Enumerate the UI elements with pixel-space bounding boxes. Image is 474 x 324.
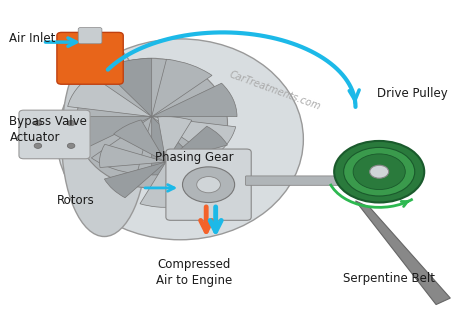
FancyBboxPatch shape bbox=[246, 176, 361, 185]
FancyBboxPatch shape bbox=[166, 149, 251, 220]
Text: Bypass Valve
Actuator: Bypass Valve Actuator bbox=[9, 115, 87, 144]
Wedge shape bbox=[152, 117, 201, 175]
Ellipse shape bbox=[57, 39, 303, 240]
Ellipse shape bbox=[62, 42, 147, 237]
Circle shape bbox=[34, 121, 42, 126]
Ellipse shape bbox=[81, 32, 100, 39]
Circle shape bbox=[182, 167, 235, 202]
Text: Compressed
Air to Engine: Compressed Air to Engine bbox=[156, 258, 232, 287]
Wedge shape bbox=[166, 126, 228, 162]
Circle shape bbox=[67, 143, 75, 148]
Wedge shape bbox=[158, 117, 192, 162]
Text: Phasing Gear: Phasing Gear bbox=[155, 151, 234, 164]
Wedge shape bbox=[152, 117, 236, 158]
Circle shape bbox=[334, 141, 424, 202]
Wedge shape bbox=[152, 59, 212, 117]
FancyBboxPatch shape bbox=[57, 32, 123, 84]
Text: CarTreatments.com: CarTreatments.com bbox=[228, 70, 322, 112]
Wedge shape bbox=[66, 117, 152, 150]
Circle shape bbox=[67, 121, 75, 126]
Circle shape bbox=[370, 165, 389, 178]
Text: Air Inlet: Air Inlet bbox=[9, 32, 56, 45]
Wedge shape bbox=[140, 162, 174, 207]
Polygon shape bbox=[356, 201, 450, 305]
Text: Drive Pulley: Drive Pulley bbox=[377, 87, 448, 100]
Wedge shape bbox=[166, 156, 232, 180]
Wedge shape bbox=[100, 144, 166, 168]
Wedge shape bbox=[152, 83, 237, 117]
Text: Serpentine Belt: Serpentine Belt bbox=[343, 272, 435, 285]
Wedge shape bbox=[68, 75, 152, 117]
Wedge shape bbox=[103, 58, 152, 117]
FancyBboxPatch shape bbox=[78, 28, 102, 44]
Wedge shape bbox=[104, 162, 166, 198]
Wedge shape bbox=[91, 117, 152, 174]
Circle shape bbox=[197, 177, 220, 193]
FancyBboxPatch shape bbox=[19, 110, 90, 159]
Wedge shape bbox=[166, 162, 218, 204]
Ellipse shape bbox=[76, 58, 228, 188]
Circle shape bbox=[344, 147, 415, 196]
Circle shape bbox=[353, 154, 405, 190]
Wedge shape bbox=[114, 120, 166, 162]
Circle shape bbox=[34, 143, 42, 148]
Text: Rotors: Rotors bbox=[57, 194, 95, 207]
